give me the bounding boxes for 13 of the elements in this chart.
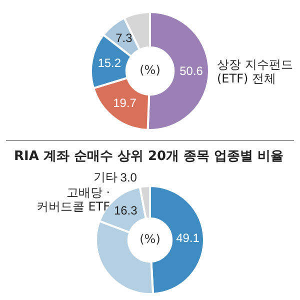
chart-title: RIA 계좌 순매수 상위 20개 종목 업종별 비율	[6, 140, 294, 165]
data-label: 16.3	[114, 203, 138, 218]
slice-label: 고배당 · 커버드콜 ETF	[36, 186, 110, 214]
slice-label: 기타	[94, 170, 118, 184]
text: (%)	[140, 232, 160, 246]
text: (%)	[140, 63, 160, 78]
data-label: 19.7	[113, 96, 137, 110]
data-label: 7.3	[116, 31, 133, 46]
slice-label: 상장 지수펀드 (ETF) 전체	[216, 57, 293, 86]
data-label: 49.1	[176, 231, 200, 246]
data-label: 3.0	[120, 170, 138, 184]
data-label: 50.6	[180, 64, 204, 78]
data-label: 15.2	[98, 56, 122, 70]
